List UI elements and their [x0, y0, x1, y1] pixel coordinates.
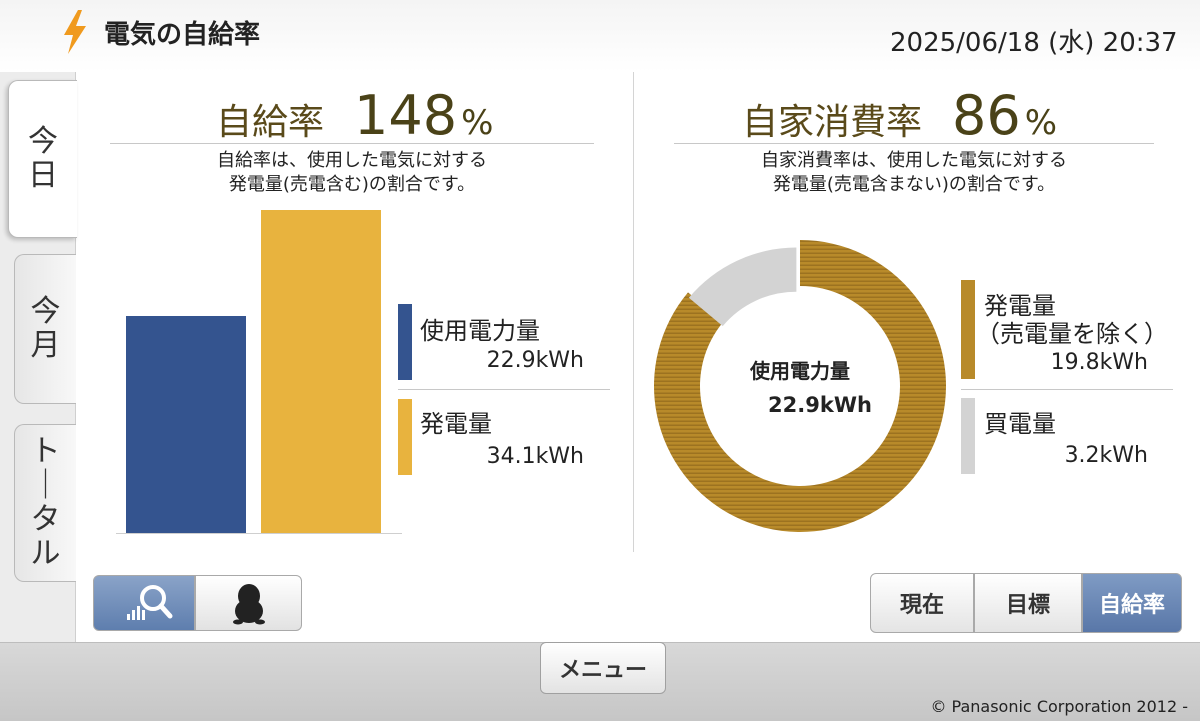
legend-swatch-purchased	[961, 398, 975, 474]
legend-divider	[961, 389, 1173, 390]
description-line: 自家消費率は、使用した電気に対する	[761, 150, 1067, 171]
legend-swatch-generation	[398, 399, 412, 475]
period-tab-column: 今日 今月 ト｜タル	[0, 72, 77, 642]
heading-divider	[110, 143, 594, 144]
self-sufficiency-description: 自給率は、使用した電気に対する 発電量(売電含む)の割合です。	[110, 149, 594, 197]
description-line: 発電量(売電含まない)の割合です。	[772, 174, 1056, 195]
copyright-notice: © Panasonic Corporation 2012 -	[930, 697, 1188, 716]
panel-divider	[633, 72, 634, 552]
tab-total[interactable]: ト｜タル	[14, 424, 76, 582]
tab-current[interactable]: 現在	[870, 573, 974, 633]
legend-label-usage: 使用電力量	[420, 317, 540, 345]
donut-center-value: 22.9kWh	[768, 393, 872, 417]
donut-slice-self-consumed	[654, 240, 946, 532]
header-bar: 電気の自給率 2025/06/18 (水) 20:37	[0, 0, 1200, 72]
self-sufficiency-heading: 自給率 148 %	[216, 84, 493, 147]
legend-swatch-usage	[398, 304, 412, 380]
menu-button[interactable]: メニュー	[540, 642, 666, 694]
tab-label: ト｜タル	[30, 434, 61, 571]
heading-divider	[674, 143, 1154, 144]
self-sufficiency-unit: %	[461, 103, 494, 143]
self-consumption-heading: 自家消費率 86 %	[742, 84, 1057, 147]
legend-swatch-self-consumed	[961, 280, 975, 379]
legend-value-self-consumed: 19.8kWh	[1050, 350, 1148, 375]
zoom-chart-icon	[127, 585, 173, 620]
zoom-chart-button[interactable]	[93, 575, 195, 631]
donut-slices	[654, 240, 946, 532]
tab-label: 今月	[30, 294, 61, 363]
bar-generation	[261, 210, 381, 533]
legend-value-purchased: 3.2kWh	[1064, 443, 1148, 468]
self-consumption-unit: %	[1024, 103, 1058, 143]
tab-today[interactable]: 今日	[8, 80, 77, 238]
legend-label-purchased: 買電量	[984, 410, 1056, 438]
donut-center-label: 使用電力量	[749, 359, 850, 383]
legend-label-generation: 発電量	[420, 410, 492, 438]
legend-label-self-consumed: 発電量	[984, 292, 1056, 320]
tab-label: 今日	[28, 124, 58, 193]
donut-slice-purchased	[688, 247, 797, 327]
self-sufficiency-value: 148	[354, 84, 458, 147]
lightning-bolt-icon	[64, 10, 86, 54]
app-title: 電気の自給率	[104, 20, 261, 50]
tab-goal[interactable]: 目標	[974, 573, 1082, 633]
tab-self-sufficiency[interactable]: 自給率	[1082, 573, 1182, 633]
legend-divider	[398, 389, 610, 390]
self-consumption-description: 自家消費率は、使用した電気に対する 発電量(売電含まない)の割合です。	[674, 149, 1154, 197]
description-line: 自給率は、使用した電気に対する	[217, 150, 487, 171]
legend-sublabel-self-consumed: （売電量を除く）	[976, 320, 1168, 348]
self-consumption-donut-chart: 使用電力量 22.9kWh	[654, 240, 946, 532]
datetime-display: 2025/06/18 (水) 20:37	[890, 28, 1178, 58]
bar-usage	[126, 316, 246, 533]
bar-baseline	[116, 533, 402, 534]
character-button[interactable]	[195, 575, 302, 631]
tab-month[interactable]: 今月	[14, 254, 76, 404]
legend-value-generation: 34.1kWh	[486, 444, 584, 469]
legend-value-usage: 22.9kWh	[486, 348, 584, 373]
penguin-character-icon	[232, 584, 265, 625]
description-line: 発電量(売電含む)の割合です。	[228, 174, 476, 195]
self-sufficiency-label: 自給率	[216, 102, 325, 143]
self-consumption-label: 自家消費率	[742, 102, 923, 143]
self-consumption-value: 86	[952, 84, 1021, 147]
